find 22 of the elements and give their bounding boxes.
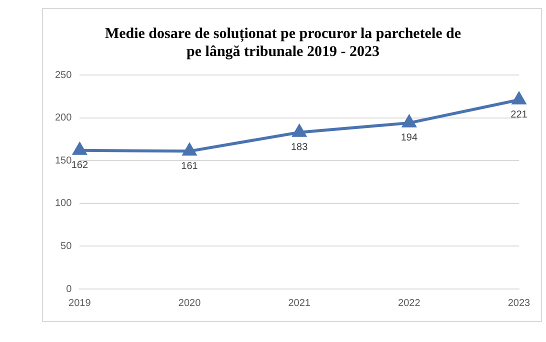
x-tick-label: 2021 [288,298,311,309]
x-tick-label: 2020 [178,298,202,309]
data-label: 161 [181,160,198,172]
point [182,144,196,156]
y-tick-label: 150 [54,155,72,166]
x-tick-label: 2023 [508,298,531,309]
y-tick-label: 50 [60,240,72,252]
y-tick-label: 0 [66,284,72,295]
x-tick-label: 2022 [398,298,421,309]
point [402,115,416,128]
data-label: 162 [71,160,88,172]
y-tick-label: 100 [54,198,72,210]
data-label: 221 [510,110,528,121]
x-tick-label: 2019 [68,298,92,309]
data-label: 194 [400,132,418,144]
point [512,92,526,104]
chart-title: Medie dosare de soluționat pe procuror la parchetele de pe lângă tribunale 2019 - 2023 [104,26,462,60]
point [72,142,86,155]
point [292,124,306,137]
data-label: 183 [291,142,308,154]
y-tick-label: 250 [54,70,72,81]
y-tick-label: 200 [54,112,72,124]
